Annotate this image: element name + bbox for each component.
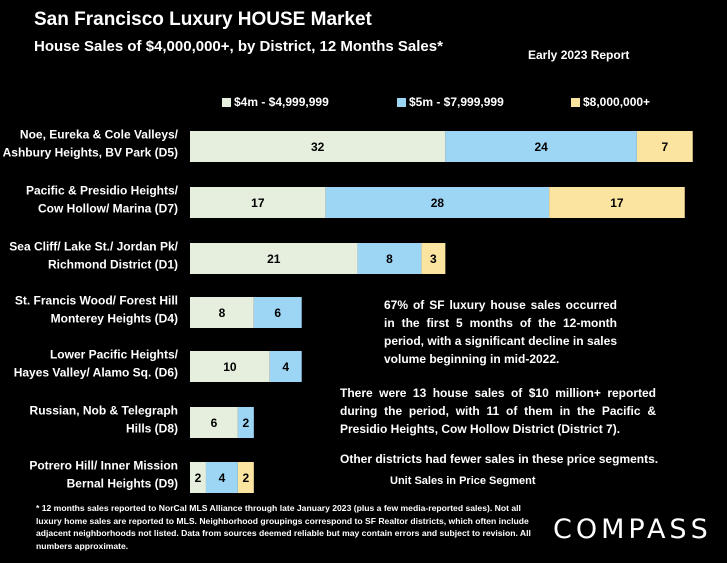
category-label: Sea Cliff/ Lake St./ Jordan Pk/	[9, 240, 178, 254]
category-label: Cow Hollow/ Marina (D7)	[38, 202, 178, 216]
data-label: 17	[251, 196, 265, 210]
data-label: 4	[282, 360, 289, 374]
bar-segment	[237, 407, 254, 438]
bar-segment	[190, 407, 238, 438]
legend-swatch-8m	[571, 97, 580, 107]
data-label: 8	[219, 306, 226, 320]
category-label: Hills (D8)	[126, 422, 178, 436]
bar-segment	[190, 351, 270, 382]
x-axis-title: Unit Sales in Price Segment	[390, 475, 536, 487]
data-label: 7	[661, 140, 668, 154]
category-label: Monterey Heights (D4)	[51, 312, 178, 326]
note-ten-million-sales: There were 13 house sales of $10 million…	[340, 386, 656, 436]
legend-label-4m: $4m - $4,999,999	[234, 95, 329, 109]
data-label: 6	[274, 306, 281, 320]
data-label: 28	[431, 196, 445, 210]
category-label: Potrero Hill/ Inner Mission	[29, 459, 178, 473]
data-label: 17	[610, 196, 624, 210]
bar-segment	[190, 187, 326, 218]
category-label: Ashbury Heights, BV Park (D5)	[3, 146, 178, 160]
legend-item-4m: $4m - $4,999,999	[222, 95, 329, 109]
bar-segment	[237, 462, 254, 493]
data-label: 3	[430, 252, 437, 266]
chart-title: San Francisco Luxury HOUSE Market	[34, 9, 372, 30]
bar-segment	[190, 297, 254, 328]
category-label: Russian, Nob & Telegraph	[30, 404, 178, 418]
bar-segment	[190, 131, 446, 162]
data-label: 2	[243, 416, 250, 430]
note-other-districts: Other districts had fewer sales in these…	[340, 452, 659, 466]
data-label: 2	[243, 471, 250, 485]
legend-item-5m: $5m - $7,999,999	[397, 95, 504, 109]
data-label: 4	[219, 471, 226, 485]
bar-segment	[357, 243, 422, 274]
compass-logo: COMPASS	[553, 514, 712, 545]
category-label: Lower Pacific Heights/	[50, 348, 179, 362]
note-first-months: 67% of SF luxury house sales occurred in…	[384, 298, 617, 366]
data-label: 8	[386, 252, 393, 266]
bar-segment	[190, 243, 358, 274]
bar-segment	[421, 243, 446, 274]
bar-segment	[205, 462, 238, 493]
category-label: St. Francis Wood/ Forest Hill	[15, 294, 178, 308]
bar-segment	[253, 297, 302, 328]
data-label: 6	[211, 416, 218, 430]
legend-label-8m: $8,000,000+	[583, 95, 651, 109]
footnote: * 12 months sales reported to NorCal MLS…	[36, 503, 531, 551]
legend-swatch-5m	[397, 97, 406, 107]
legend-item-8m: $8,000,000+	[571, 95, 650, 109]
legend-label-5m: $5m - $7,999,999	[409, 95, 504, 109]
data-label: 10	[223, 360, 237, 374]
bar-segment	[636, 131, 693, 162]
data-label: 24	[534, 140, 548, 154]
bar-segment	[269, 351, 302, 382]
data-label: 32	[311, 140, 325, 154]
bar-segment	[325, 187, 550, 218]
legend-swatch-4m	[222, 97, 231, 107]
category-label: Richmond District (D1)	[48, 258, 178, 272]
category-label: Bernal Heights (D9)	[67, 477, 178, 491]
legend: $4m - $4,999,999 $5m - $7,999,999 $8,000…	[0, 95, 727, 113]
data-label: 2	[195, 471, 202, 485]
category-label: Pacific & Presidio Heights/	[26, 184, 179, 198]
bar-segment	[445, 131, 637, 162]
category-label: Noe, Eureka & Cole Valleys/	[20, 128, 179, 142]
bar-segment	[549, 187, 685, 218]
report-label: Early 2023 Report	[528, 48, 630, 62]
data-label: 21	[267, 252, 281, 266]
chart-subtitle: House Sales of $4,000,000+, by District,…	[34, 38, 443, 55]
category-label: Hayes Valley/ Alamo Sq. (D6)	[14, 366, 178, 380]
bar-segment	[190, 462, 206, 493]
chart-area: Noe, Eureka & Cole Valleys/Ashbury Heigh…	[3, 128, 693, 493]
